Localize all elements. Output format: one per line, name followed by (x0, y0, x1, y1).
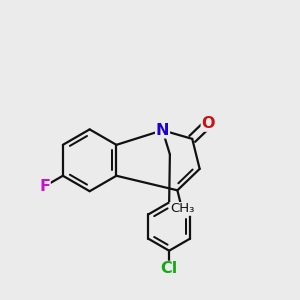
Text: CH₃: CH₃ (170, 202, 194, 215)
Text: O: O (201, 116, 215, 131)
Text: F: F (39, 179, 50, 194)
Text: Cl: Cl (160, 262, 178, 277)
Text: N: N (156, 123, 169, 138)
